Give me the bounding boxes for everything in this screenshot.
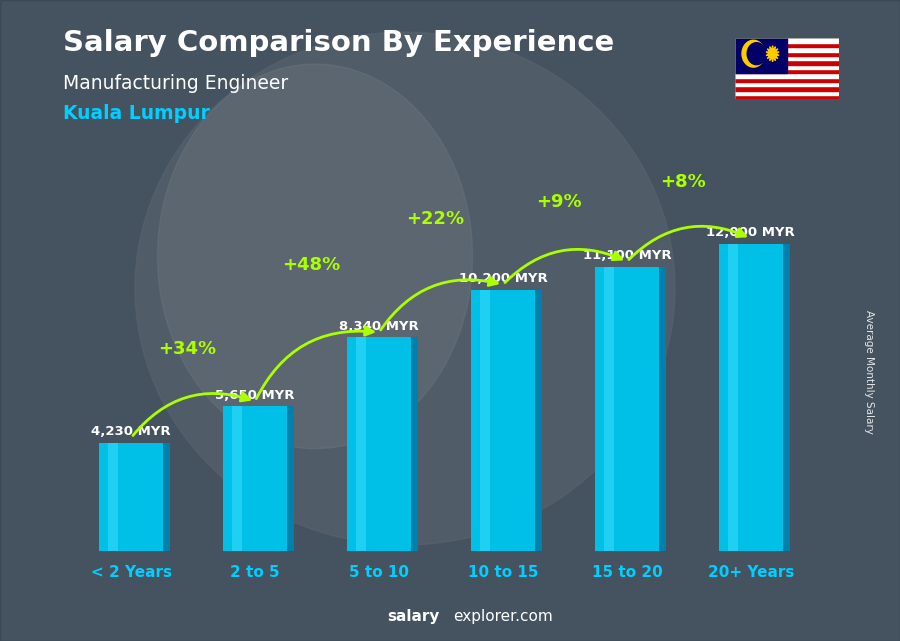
Text: +9%: +9% <box>536 194 581 212</box>
Bar <box>164 443 170 551</box>
Text: +34%: +34% <box>158 340 216 358</box>
Bar <box>232 406 242 551</box>
Bar <box>411 337 418 551</box>
Text: Manufacturing Engineer: Manufacturing Engineer <box>63 74 288 93</box>
Bar <box>735 87 839 90</box>
Bar <box>735 38 839 43</box>
Bar <box>735 78 839 82</box>
Bar <box>735 47 839 51</box>
Bar <box>735 90 839 95</box>
Text: 10,200 MYR: 10,200 MYR <box>459 272 547 285</box>
Bar <box>471 290 536 551</box>
Bar <box>735 38 787 73</box>
Bar <box>728 244 738 551</box>
Text: 4,230 MYR: 4,230 MYR <box>92 425 171 438</box>
Bar <box>718 244 783 551</box>
Bar <box>536 290 542 551</box>
Ellipse shape <box>158 64 473 449</box>
Ellipse shape <box>135 32 675 545</box>
Circle shape <box>747 43 766 65</box>
Bar <box>99 443 164 551</box>
Bar <box>356 337 365 551</box>
Bar <box>735 82 839 87</box>
Bar <box>604 267 614 551</box>
Text: 11,100 MYR: 11,100 MYR <box>582 249 671 262</box>
Bar <box>480 290 490 551</box>
Bar <box>735 69 839 73</box>
Bar <box>735 60 839 65</box>
Text: +22%: +22% <box>406 210 464 228</box>
Text: explorer.com: explorer.com <box>453 610 553 624</box>
Bar <box>783 244 789 551</box>
Text: +48%: +48% <box>282 256 340 274</box>
Text: salary: salary <box>387 610 439 624</box>
Bar <box>346 337 411 551</box>
Text: 8,340 MYR: 8,340 MYR <box>339 320 418 333</box>
Text: Salary Comparison By Experience: Salary Comparison By Experience <box>63 29 614 57</box>
Text: Kuala Lumpur: Kuala Lumpur <box>63 104 210 123</box>
Bar <box>108 443 118 551</box>
Bar <box>735 95 839 99</box>
Text: Average Monthly Salary: Average Monthly Salary <box>863 310 874 434</box>
Text: 5,650 MYR: 5,650 MYR <box>215 389 295 402</box>
Bar <box>223 406 287 551</box>
Bar <box>735 65 839 69</box>
Bar <box>659 267 666 551</box>
Bar <box>595 267 659 551</box>
Polygon shape <box>766 46 779 62</box>
Wedge shape <box>742 40 764 67</box>
Text: +8%: +8% <box>660 173 706 191</box>
Bar <box>735 73 839 78</box>
Bar <box>287 406 293 551</box>
Bar <box>735 43 839 47</box>
Bar <box>735 56 839 60</box>
Text: 12,000 MYR: 12,000 MYR <box>706 226 796 239</box>
Bar <box>735 51 839 56</box>
